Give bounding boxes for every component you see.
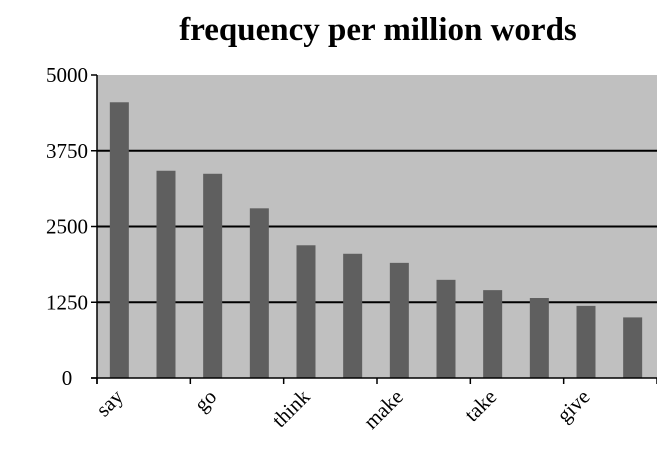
bars xyxy=(109,102,643,379)
gridlines xyxy=(97,149,657,304)
bar xyxy=(296,245,316,378)
x-tick-label: say xyxy=(91,384,128,421)
bar xyxy=(529,298,549,378)
bar xyxy=(203,173,223,378)
chart-title: frequency per million words xyxy=(179,12,577,48)
y-tick-label: 0 xyxy=(62,366,73,390)
x-tick-label: take xyxy=(459,385,501,427)
y-tick-label: 2500 xyxy=(46,215,88,239)
bar xyxy=(109,102,129,379)
bar xyxy=(156,170,176,378)
x-tick-labels: say go think make take give xyxy=(91,384,594,433)
bar xyxy=(343,253,363,378)
bar xyxy=(436,279,456,378)
x-tick-label: give xyxy=(552,385,595,428)
x-tick-label: make xyxy=(359,385,408,434)
y-tick-label: 3750 xyxy=(46,139,88,163)
bar xyxy=(623,317,643,378)
y-tick-label: 1250 xyxy=(46,290,88,314)
x-tick-label: go xyxy=(189,385,221,417)
x-tick-label: think xyxy=(267,384,315,432)
y-tick-label: 5000 xyxy=(46,63,88,87)
axes xyxy=(91,74,657,384)
bar xyxy=(389,262,409,378)
bar xyxy=(483,290,503,378)
y-tick-labels: 0 1250 2500 3750 5000 xyxy=(46,63,88,390)
bar xyxy=(249,208,269,378)
bar xyxy=(576,305,596,378)
